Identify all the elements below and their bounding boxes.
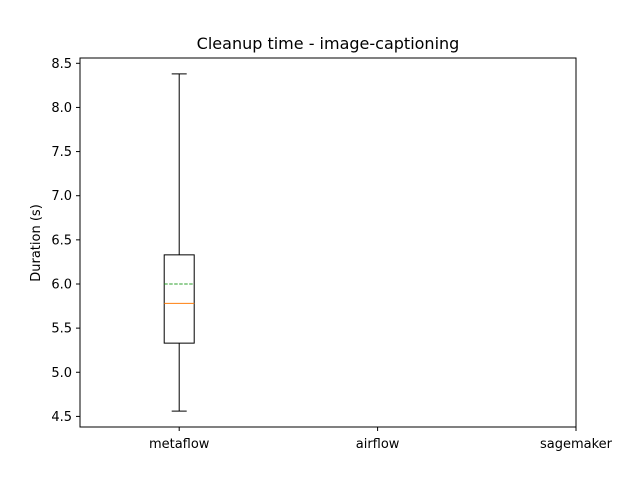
x-tick-label: airflow: [356, 437, 400, 452]
y-tick-label: 7.5: [51, 145, 72, 160]
y-tick-label: 8.0: [51, 101, 72, 116]
y-tick-label: 5.5: [51, 322, 72, 337]
x-tick-label: sagemaker: [540, 437, 613, 452]
y-tick-label: 8.5: [51, 57, 72, 72]
x-tick-label: metaflow: [149, 437, 210, 452]
plot-frame: [79, 57, 577, 428]
box-iqr: [163, 254, 195, 344]
plot-background: [80, 58, 576, 427]
chart-title: Cleanup time - image-captioning: [197, 34, 460, 53]
plot-area: 4.5 5.0 5.5 6.0 6.5 7.0 7.5 8.0 8.5 metaflow airfl…: [51, 57, 612, 452]
y-tick-label: 5.0: [51, 366, 72, 381]
y-tick-label: 7.0: [51, 189, 72, 204]
y-tick-label: 6.0: [51, 277, 72, 292]
y-tick-label: 6.5: [51, 233, 72, 248]
y-axis-label: Duration (s): [29, 204, 44, 282]
y-tick-label: 4.5: [51, 410, 72, 425]
